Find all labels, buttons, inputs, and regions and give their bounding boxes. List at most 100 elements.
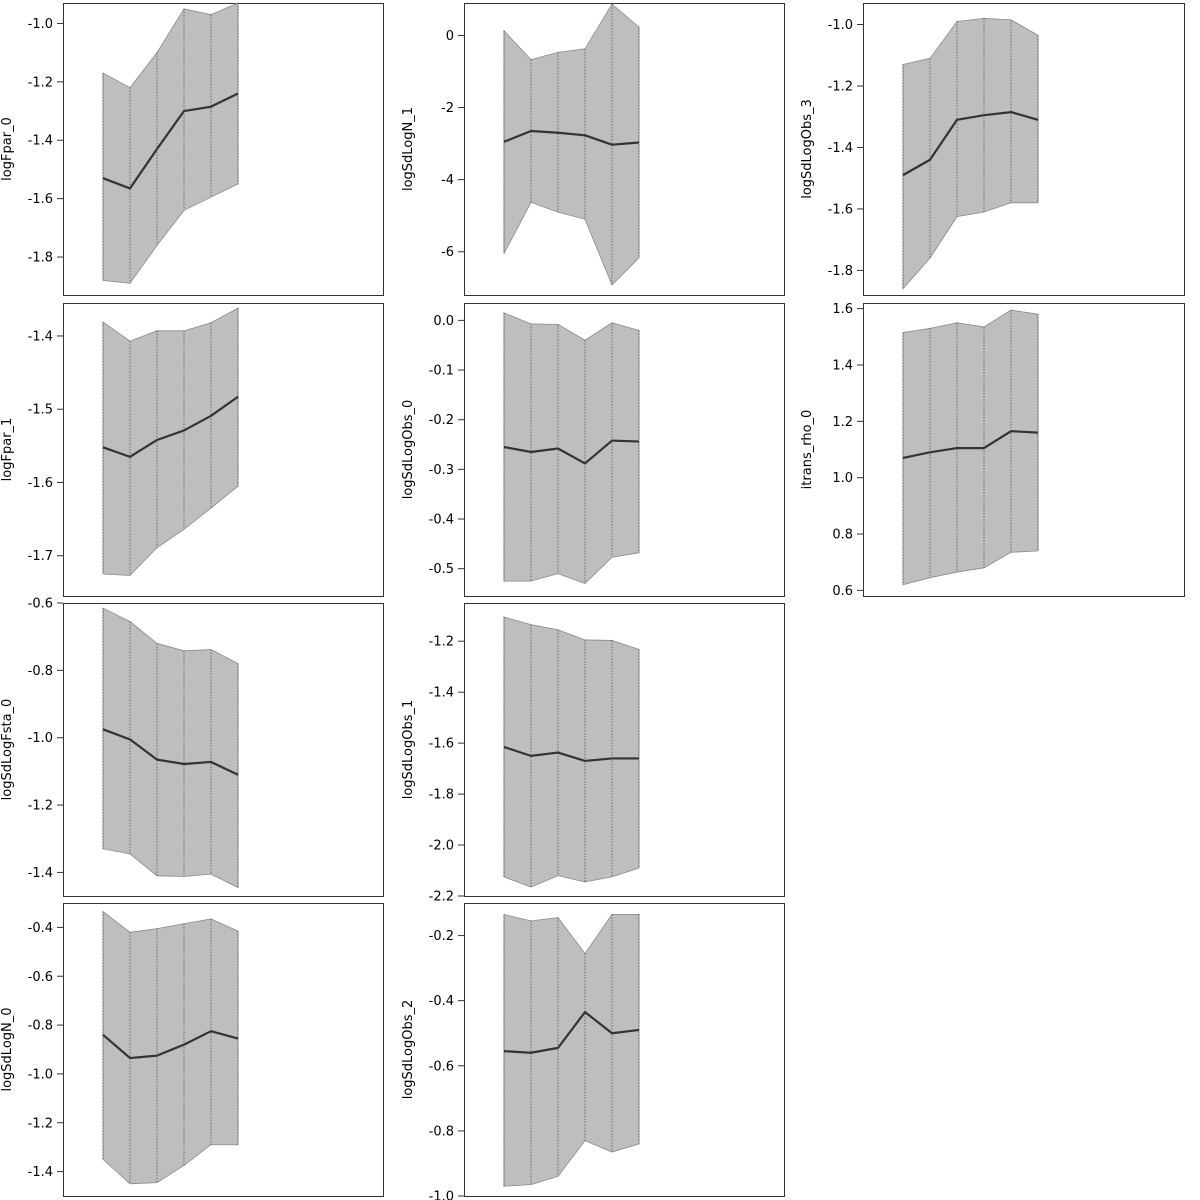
y-tick-label: -1.8: [28, 251, 53, 266]
y-axis-label: logFpar_0: [0, 117, 15, 181]
y-tick-label: -0.1: [429, 364, 454, 379]
panel-7: -0.6 -0.8 -1.0 -1.2 -1.4 logSdLogFsta_0: [0, 597, 384, 897]
y-tick-label: -1.2: [429, 635, 454, 650]
panel-2: 0 -2 -4 -6 logSdLogN_1: [401, 3, 785, 296]
y-tick-label: 1.6: [832, 302, 853, 317]
y-tick-label: -2: [441, 101, 454, 116]
y-tick-label: -1.6: [28, 192, 53, 207]
panel-1: -1.0 -1.2 -1.4 -1.6 -1.8 logFpar_0: [0, 2, 384, 296]
mean-line: [503, 1010, 640, 1054]
mean-line: [102, 1030, 239, 1060]
panel-frame: [464, 603, 785, 897]
y-tick-label: -1.8: [828, 264, 853, 279]
panel-frame: [863, 3, 1185, 296]
y-tick-label: 0.6: [832, 584, 853, 599]
mean-line: [503, 439, 640, 465]
panel-frame: [464, 3, 785, 296]
panel-frame: [464, 903, 785, 1197]
y-tick-label: -1.0: [828, 18, 853, 33]
y-axis-label: itrans_rho_0: [800, 410, 815, 490]
confidence-band: [102, 910, 239, 1185]
panel-8: -1.2 -1.4 -1.6 -1.8 -2.0 -2.2 logSdLogObs_1: [401, 603, 785, 905]
y-tick-label: -1.2: [28, 799, 53, 814]
y-axis-label: logSdLogN_1: [401, 107, 416, 191]
y-axis-label: logSdLogObs_1: [401, 700, 416, 800]
y-tick-label: -1.4: [828, 141, 853, 156]
panel-frame: [63, 3, 384, 296]
confidence-band: [503, 312, 640, 585]
y-axis-label: logSdLogFsta_0: [0, 699, 15, 801]
mean-line: [902, 111, 1039, 177]
y-tick-label: -0.8: [28, 664, 53, 679]
panel-4: -1.4 -1.5 -1.6 -1.7 logFpar_1: [0, 303, 384, 597]
y-tick-label: -0.4: [28, 921, 53, 936]
y-tick-label: -1.0: [28, 1067, 53, 1082]
y-tick-label: -1.6: [828, 202, 853, 217]
y-axis-label: logSdLogN_0: [0, 1007, 15, 1091]
mean-line: [102, 395, 239, 458]
y-tick-label: 0.8: [832, 528, 853, 543]
confidence-band: [503, 616, 640, 888]
panel-9: -0.4 -0.6 -0.8 -1.0 -1.2 -1.4 logSdLogN_0: [0, 903, 384, 1197]
y-tick-label: -0.6: [28, 597, 53, 612]
y-tick-label: -1.4: [28, 1165, 53, 1180]
y-tick-label: -1.0: [28, 731, 53, 746]
confidence-band: [102, 2, 239, 284]
y-tick-label: -0.8: [429, 1124, 454, 1139]
y-axis-label: logFpar_1: [0, 418, 15, 482]
y-tick-label: -1.4: [28, 134, 53, 149]
mean-line: [902, 430, 1039, 460]
mean-line: [503, 745, 639, 763]
mean-line: [102, 728, 239, 776]
y-tick-label: -2.2: [429, 890, 454, 905]
y-tick-label: -1.8: [429, 788, 454, 803]
panel-5: 0.0 -0.1 -0.2 -0.3 -0.4 -0.5 logSdLogObs_0: [401, 303, 785, 597]
y-tick-label: -0.4: [429, 994, 454, 1009]
confidence-band: [102, 307, 239, 576]
y-tick-label: 1.2: [832, 415, 853, 430]
y-tick-label: -1.2: [828, 79, 853, 94]
panel-6: 1.6 1.4 1.2 1.0 0.8 0.6 itrans_rho_0: [800, 302, 1185, 599]
y-tick-label: -1.4: [28, 866, 53, 881]
y-axis-label: logSdLogObs_0: [401, 400, 416, 500]
y-tick-label: -2.0: [429, 839, 454, 854]
y-tick-label: 1.4: [832, 358, 853, 373]
y-tick-label: 0: [446, 29, 454, 44]
panel-3: -1.0 -1.2 -1.4 -1.6 -1.8 logSdLogObs_3: [800, 3, 1185, 296]
y-tick-label: -1.6: [429, 737, 454, 752]
y-tick-label: -0.5: [429, 562, 454, 577]
y-tick-label: -0.4: [429, 513, 454, 528]
y-tick-label: -1.5: [28, 403, 53, 418]
y-tick-label: -1.2: [28, 1116, 53, 1131]
y-tick-label: -1.2: [28, 75, 53, 90]
y-tick-label: -1.0: [28, 17, 53, 32]
confidence-band: [102, 607, 239, 889]
confidence-band: [902, 17, 1039, 290]
panel-frame: [63, 903, 384, 1197]
y-tick-label: -1.4: [429, 686, 454, 701]
y-tick-label: -0.2: [429, 929, 454, 944]
y-axis-label: logSdLogObs_3: [800, 99, 815, 199]
panel-frame: [63, 303, 384, 597]
panel-frame: [464, 303, 785, 597]
y-tick-label: -1.7: [28, 549, 53, 564]
y-tick-label: -0.6: [429, 1059, 454, 1074]
panel-frame: [863, 303, 1185, 597]
y-tick-label: -1.4: [28, 329, 53, 344]
mean-line: [102, 92, 239, 190]
y-axis-label: logSdLogObs_2: [401, 1000, 416, 1100]
y-tick-label: -6: [441, 245, 454, 260]
y-tick-label: -0.6: [28, 970, 53, 985]
panel-10: -0.2 -0.4 -0.6 -0.8 -1.0 logSdLogObs_2: [401, 903, 785, 1200]
y-tick-label: -1.0: [429, 1190, 454, 1200]
y-tick-label: -0.8: [28, 1019, 53, 1034]
y-tick-label: -4: [441, 173, 454, 188]
panel-frame: [63, 603, 384, 897]
y-tick-label: -1.6: [28, 476, 53, 491]
y-tick-label: -0.2: [429, 413, 454, 428]
mean-line: [503, 129, 640, 146]
y-tick-label: 1.0: [832, 471, 853, 486]
confidence-band: [503, 913, 640, 1187]
y-tick-label: -0.3: [429, 463, 454, 478]
